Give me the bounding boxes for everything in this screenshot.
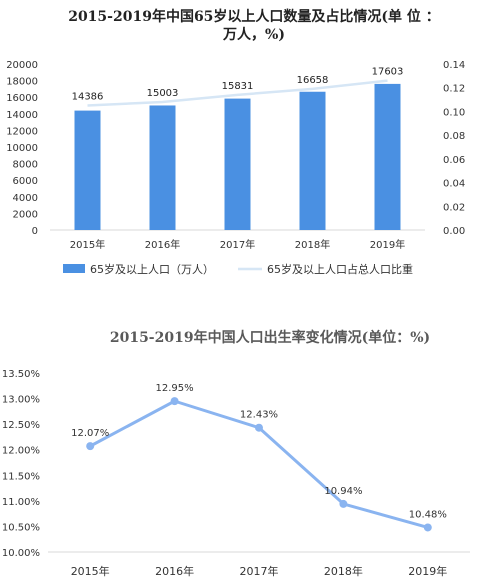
right-tick-label: 0.06 [443, 155, 465, 166]
chart2-title: 2015-2019年中国人口出生率变化情况(单位：%) [110, 329, 430, 346]
population-bar [149, 105, 176, 230]
x-tick-label: 2018年 [295, 238, 330, 251]
left-tick-label: 6000 [13, 176, 38, 187]
y-tick-label: 12.00% [2, 446, 40, 457]
left-tick-label: 2000 [13, 209, 38, 220]
x-tick-label: 2018年 [324, 564, 363, 578]
chart1-x-axis: 2015年 2016年 2017年 2018年 2019年 [70, 238, 405, 251]
left-tick-label: 0 [32, 226, 38, 237]
population-bar [74, 110, 101, 230]
x-tick-label: 2019年 [370, 238, 405, 251]
chart1-left-axis: 0 2000 4000 6000 8000 10000 12000 14000 16000 180… [6, 60, 38, 237]
right-tick-label: 0.14 [443, 60, 465, 71]
population-data-label: 15831 [222, 81, 254, 92]
x-tick-label: 2019年 [408, 564, 447, 578]
birth-rate-data-label: 10.48% [409, 509, 447, 520]
x-tick-label: 2015年 [70, 238, 105, 251]
chart1-bars [74, 83, 401, 231]
y-tick-label: 10.00% [2, 548, 40, 559]
right-tick-label: 0.00 [443, 226, 465, 237]
legend-bar-label: 65岁及以上人口（万人） [90, 262, 214, 276]
left-tick-label: 14000 [6, 110, 38, 121]
chart1-ratio-line: 14386 15003 15831 16658 17603 [72, 67, 404, 107]
birth-rate-data-label: 12.95% [156, 383, 194, 394]
y-tick-label: 11.00% [2, 497, 40, 508]
y-tick-label: 12.50% [2, 420, 40, 431]
y-tick-label: 11.50% [2, 471, 40, 482]
right-tick-label: 0.10 [443, 107, 465, 118]
left-tick-label: 8000 [13, 160, 38, 171]
y-tick-label: 13.50% [2, 369, 40, 380]
birth-rate-data-label: 12.43% [240, 410, 278, 421]
chart2-x-axis: 2015年 2016年 2017年 2018年 2019年 [71, 564, 448, 578]
y-tick-label: 13.00% [2, 395, 40, 406]
left-tick-label: 18000 [6, 77, 38, 88]
birth-rate-point [423, 523, 432, 532]
chart1-right-axis: 0.00 0.02 0.04 0.06 0.08 0.10 0.12 0.14 [443, 60, 465, 237]
population-bar [224, 98, 251, 231]
right-tick-label: 0.04 [443, 179, 465, 190]
left-tick-label: 16000 [6, 93, 38, 104]
population-bar [374, 83, 401, 230]
birth-rate-data-label: 12.07% [71, 428, 109, 439]
legend-line-label: 65岁及以上人口占总人口比重 [267, 262, 413, 276]
population-chart: 2015-2019年中国65岁以上人口数量及占比情况(单 位 ： 万人，%) 0… [6, 8, 465, 276]
chart2-y-axis: 10.00% 10.50% 11.00% 11.50% 12.00% 12.50% 13.0… [2, 369, 40, 559]
y-tick-label: 10.50% [2, 522, 40, 533]
population-data-label: 17603 [372, 67, 404, 78]
birth-rate-point [86, 442, 95, 451]
left-tick-label: 4000 [13, 193, 38, 204]
population-bar [299, 91, 326, 230]
chart1-title-line1: 2015-2019年中国65岁以上人口数量及占比情况(单 位 ： [68, 8, 440, 25]
chart1-title-line2: 万人，%) [222, 26, 285, 43]
chart1-legend: 65岁及以上人口（万人） 65岁及以上人口占总人口比重 [63, 262, 413, 276]
x-tick-label: 2015年 [71, 564, 110, 578]
population-data-label: 16658 [297, 75, 329, 86]
left-tick-label: 20000 [6, 60, 38, 71]
legend-bar-swatch [63, 264, 85, 273]
x-tick-label: 2017年 [220, 238, 255, 251]
right-tick-label: 0.08 [443, 131, 465, 142]
x-tick-label: 2017年 [240, 564, 279, 578]
birth-rate-chart: 2015-2019年中国人口出生率变化情况(单位：%) 10.00% 10.50%… [2, 329, 470, 578]
chart2-birth-rate-line: 12.07% 12.95% 12.43% 10.94% 10.48% [71, 383, 447, 532]
x-tick-label: 2016年 [145, 238, 180, 251]
left-tick-label: 10000 [6, 143, 38, 154]
birth-rate-point [170, 397, 179, 406]
population-data-label: 15003 [147, 88, 179, 99]
ratio-line [87, 79, 388, 107]
x-tick-label: 2016年 [155, 564, 194, 578]
population-data-label: 14386 [72, 92, 104, 103]
birth-rate-point [339, 499, 348, 508]
right-tick-label: 0.12 [443, 84, 465, 95]
birth-rate-point [255, 423, 263, 432]
left-tick-label: 12000 [6, 126, 38, 137]
right-tick-label: 0.02 [443, 202, 465, 213]
birth-rate-data-label: 10.94% [324, 486, 362, 497]
